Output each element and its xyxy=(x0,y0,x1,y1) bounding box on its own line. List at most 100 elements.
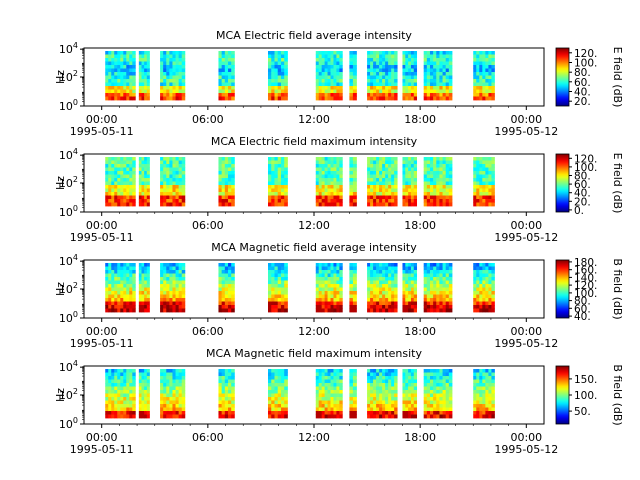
spectrogram-cell xyxy=(413,400,418,405)
spectrogram-cell xyxy=(141,308,145,313)
spectrogram-cell xyxy=(376,390,380,394)
spectrogram-cell xyxy=(426,372,431,377)
spectrogram-cell xyxy=(169,383,173,387)
spectrogram-cell xyxy=(274,301,279,306)
spectrogram-cell xyxy=(144,284,148,288)
spectrogram-cell xyxy=(391,379,395,384)
spectrogram-cell xyxy=(485,308,489,313)
spectrogram-cell xyxy=(408,202,412,207)
spectrogram-cell xyxy=(473,393,477,398)
spectrogram-cell xyxy=(410,82,415,87)
spectrogram-cell xyxy=(367,270,371,274)
x-tick-label: 06:00 xyxy=(192,431,224,444)
spectrogram-cell xyxy=(163,164,167,168)
spectrogram-cell xyxy=(488,195,492,200)
spectrogram-cell xyxy=(120,89,124,94)
spectrogram-cell xyxy=(391,270,395,274)
spectrogram-cell xyxy=(108,266,112,271)
spectrogram-cell xyxy=(111,160,115,165)
spectrogram-cell xyxy=(402,160,406,165)
spectrogram-cell xyxy=(485,404,489,408)
spectrogram-cell xyxy=(445,185,450,189)
spectrogram-cell xyxy=(327,397,331,401)
spectrogram-cell xyxy=(111,400,115,405)
spectrogram-cell xyxy=(436,301,440,306)
spectrogram-cell xyxy=(370,89,374,94)
spectrogram-cell xyxy=(218,75,223,80)
spectrogram-cell xyxy=(277,185,282,189)
spectrogram-cell xyxy=(163,79,167,83)
spectrogram-cell xyxy=(336,185,340,189)
spectrogram-cell xyxy=(479,369,483,373)
spectrogram-cell xyxy=(476,72,480,76)
spectrogram-cell xyxy=(367,400,371,405)
spectrogram-cell xyxy=(439,284,443,288)
spectrogram-cell xyxy=(410,291,415,295)
spectrogram-cell xyxy=(333,407,337,412)
spectrogram-cell xyxy=(413,89,418,94)
spectrogram-cell xyxy=(339,372,343,377)
spectrogram-cell xyxy=(228,407,232,412)
spectrogram-cell xyxy=(367,61,371,66)
spectrogram-cell xyxy=(379,263,383,267)
spectrogram-cell xyxy=(228,277,232,281)
spectrogram-cell xyxy=(442,386,447,391)
spectrogram-cell xyxy=(394,65,398,69)
spectrogram-cell xyxy=(482,86,486,90)
spectrogram-cell xyxy=(318,284,323,288)
spectrogram-cell xyxy=(221,160,226,165)
spectrogram-cell xyxy=(391,195,395,200)
spectrogram-cell xyxy=(408,93,412,97)
spectrogram-cell xyxy=(336,372,340,377)
spectrogram-cell xyxy=(277,65,282,69)
spectrogram-cell xyxy=(413,294,418,299)
spectrogram-cell xyxy=(429,54,434,59)
spectrogram-cell xyxy=(231,65,235,69)
spectrogram-cell xyxy=(379,284,383,288)
spectrogram-cell xyxy=(321,298,326,302)
spectrogram-cell xyxy=(367,68,371,73)
spectrogram-cell xyxy=(336,61,340,66)
spectrogram-cell xyxy=(439,164,443,168)
spectrogram-cell xyxy=(228,93,232,97)
spectrogram-cell xyxy=(108,164,112,168)
spectrogram-cell xyxy=(218,397,223,401)
spectrogram-cell xyxy=(476,181,480,186)
spectrogram-cell xyxy=(138,178,142,182)
spectrogram-cell xyxy=(491,397,495,401)
spectrogram-cell xyxy=(482,195,486,200)
spectrogram-cell xyxy=(105,160,109,165)
spectrogram-cell xyxy=(349,372,354,377)
spectrogram-cell xyxy=(423,82,428,87)
spectrogram-cell xyxy=(129,273,133,278)
spectrogram-cell xyxy=(224,376,229,380)
spectrogram-cell xyxy=(376,199,380,203)
spectrogram-cell xyxy=(373,301,377,306)
spectrogram-cell xyxy=(284,164,288,168)
spectrogram-cell xyxy=(333,383,337,387)
spectrogram-cell xyxy=(221,308,226,313)
spectrogram-cell xyxy=(448,280,453,285)
spectrogram-cell xyxy=(436,202,440,207)
spectrogram-cell xyxy=(166,195,170,200)
spectrogram-cell xyxy=(327,308,331,313)
spectrogram-cell xyxy=(146,383,150,387)
spectrogram-cell xyxy=(126,270,130,274)
spectrogram-cell xyxy=(111,185,115,189)
y-tick-exponent: 4 xyxy=(73,359,78,368)
spectrogram-cell xyxy=(413,58,418,62)
spectrogram-cell xyxy=(423,72,428,76)
spectrogram-cell xyxy=(111,93,115,97)
spectrogram-cell xyxy=(318,61,323,66)
spectrogram-cell xyxy=(144,54,148,59)
spectrogram-cell xyxy=(321,89,326,94)
spectrogram-cell xyxy=(271,411,275,415)
spectrogram-cell xyxy=(433,308,437,313)
spectrogram-cell xyxy=(175,376,180,380)
spectrogram-cell xyxy=(413,386,418,391)
spectrogram-cell xyxy=(402,397,406,401)
spectrogram-cell xyxy=(336,86,340,90)
spectrogram-cell xyxy=(439,86,443,90)
spectrogram-cell xyxy=(333,72,337,76)
spectrogram-cell xyxy=(132,383,136,387)
